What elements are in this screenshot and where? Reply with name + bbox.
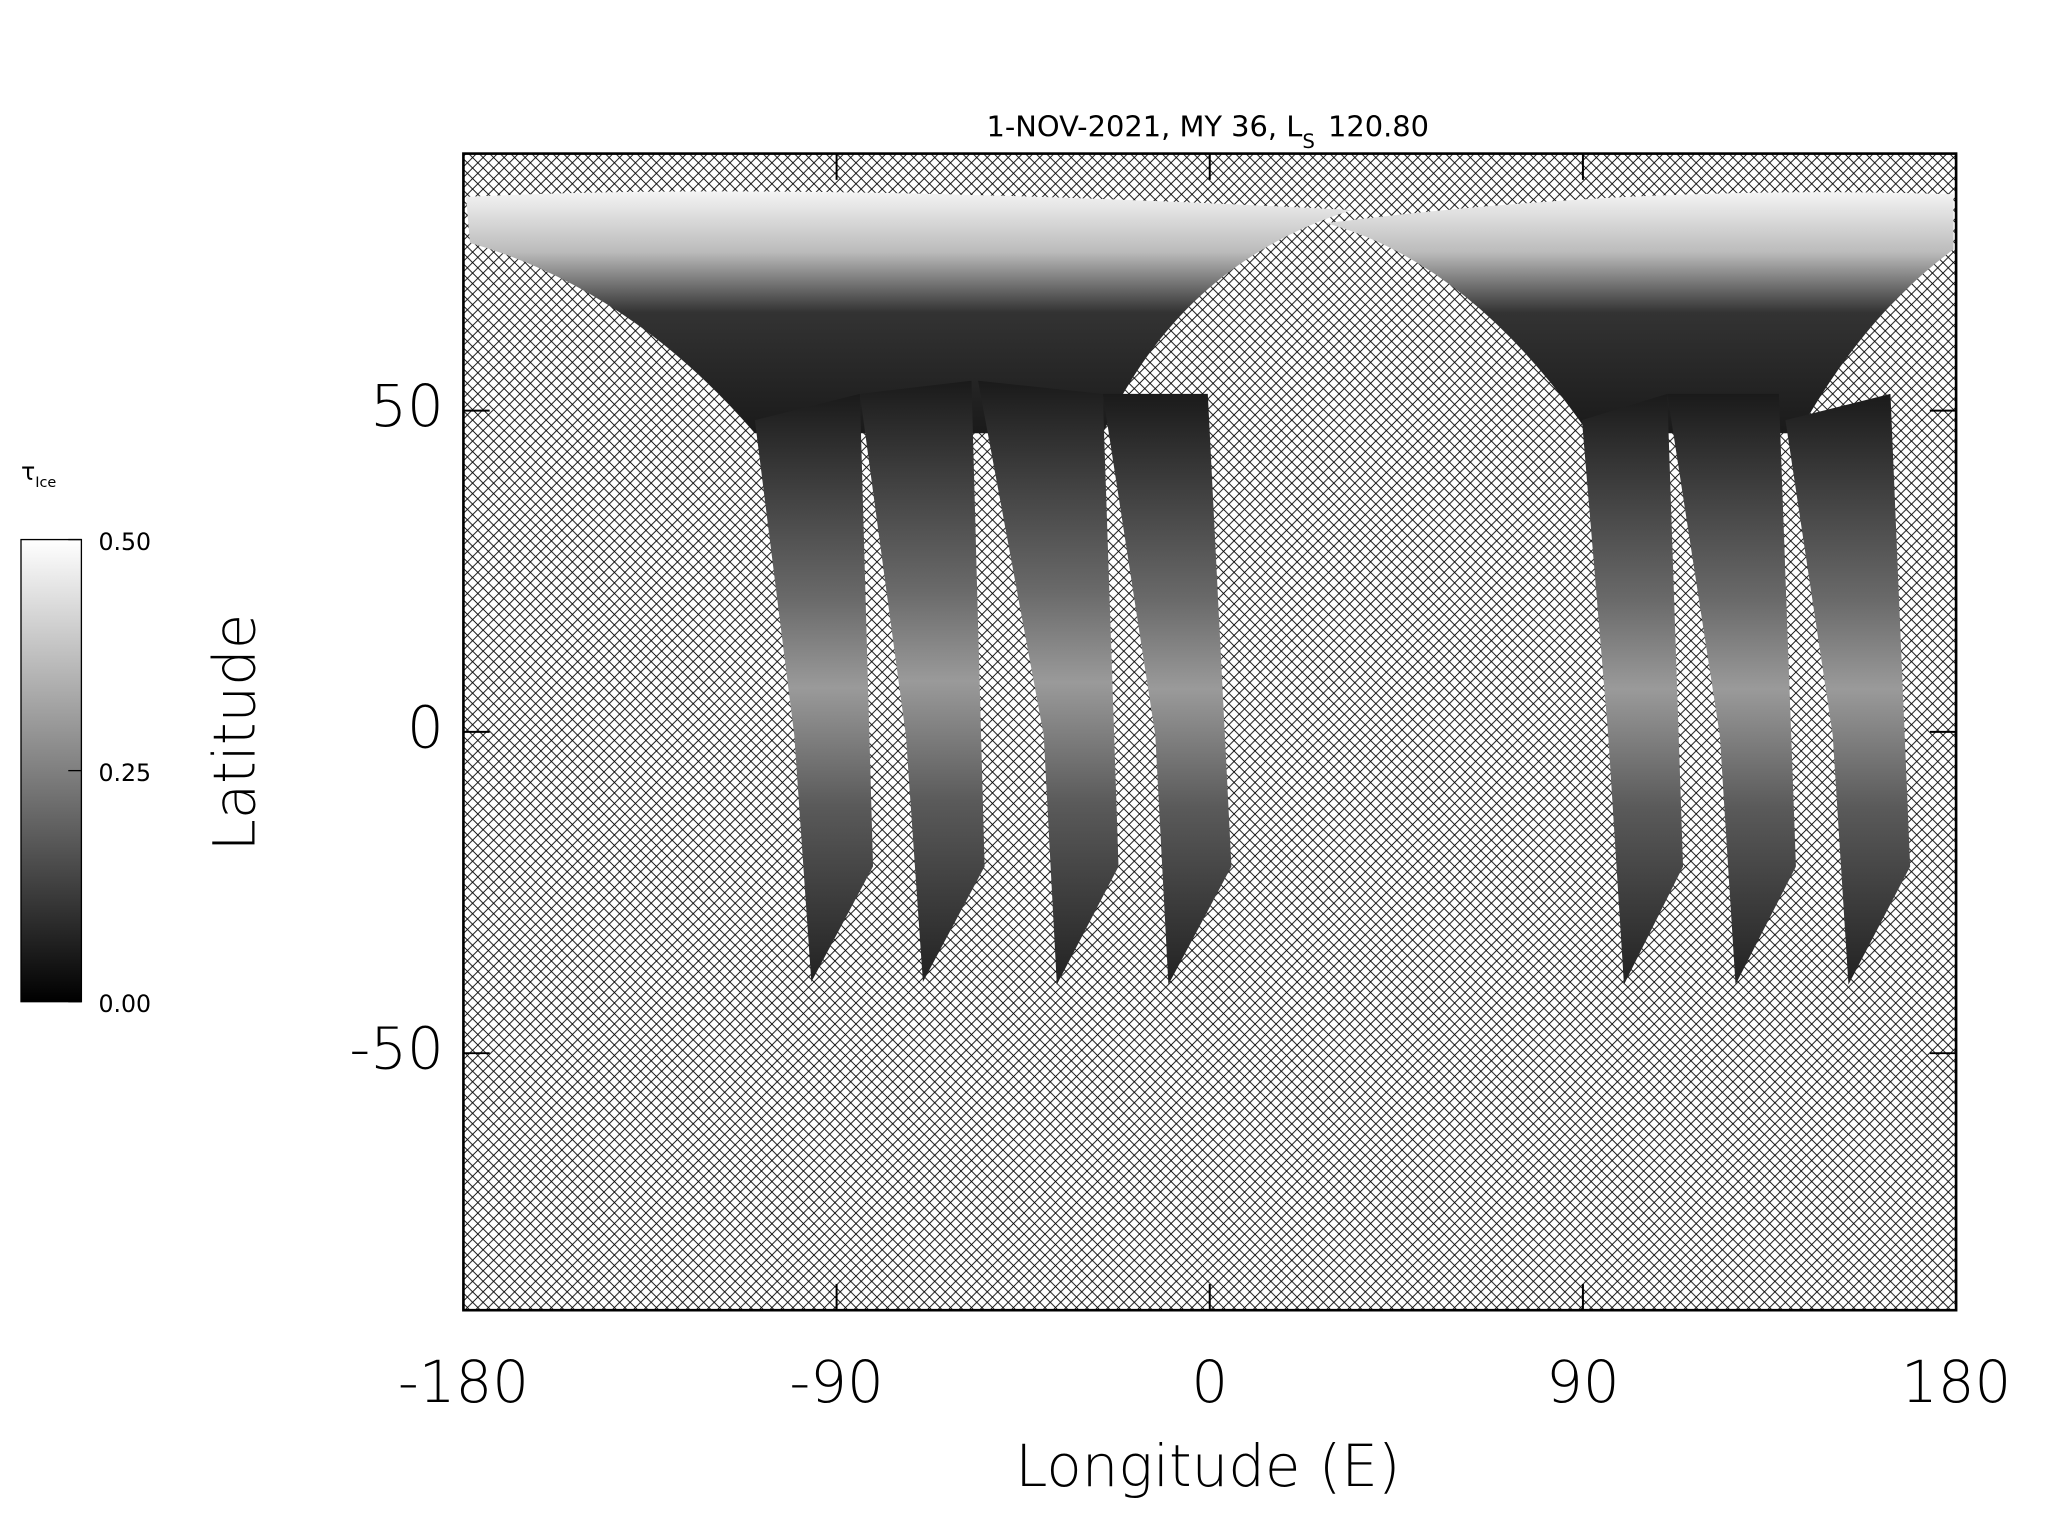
swath xyxy=(1785,393,1911,985)
x-tick-label: 0 xyxy=(1191,1348,1228,1416)
colorbar-tick-label: 0.25 xyxy=(98,759,151,787)
chart-title: 1-NOV-2021, MY 36, LS 120.80 xyxy=(987,110,1430,153)
swath xyxy=(859,380,985,982)
swath xyxy=(978,380,1119,985)
colorbar-tick-label: 0.00 xyxy=(98,990,151,1018)
x-tick-label: 180 xyxy=(1901,1348,2011,1416)
swath xyxy=(1102,393,1232,985)
swath xyxy=(754,393,874,982)
colorbar-tick-label: 0.50 xyxy=(98,528,151,556)
y-tick-label: 0 xyxy=(407,693,444,761)
swath xyxy=(1581,393,1684,985)
polar-cap xyxy=(466,191,1353,434)
y-axis-label: Latitude xyxy=(200,614,268,852)
x-axis-label: Longitude (E) xyxy=(1015,1432,1400,1500)
x-tick-label: -90 xyxy=(789,1348,883,1416)
y-tick-label: 50 xyxy=(370,372,444,440)
x-tick-label: -180 xyxy=(398,1348,529,1416)
colorbar-label: τIce xyxy=(21,457,56,491)
x-tick-label: 90 xyxy=(1546,1348,1620,1416)
polar-cap xyxy=(1325,192,1954,434)
swaths xyxy=(466,191,1954,985)
swath xyxy=(1667,393,1796,985)
y-tick-label: -50 xyxy=(349,1015,443,1083)
